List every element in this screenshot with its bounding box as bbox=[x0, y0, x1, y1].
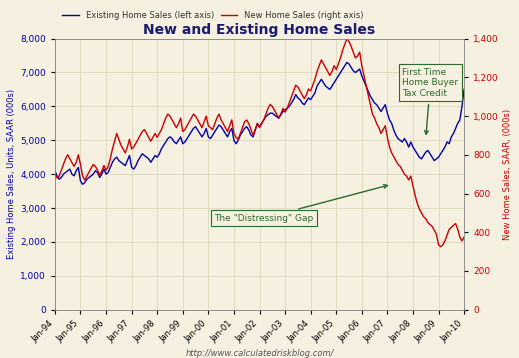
Existing Home Sales (left axis) bbox=[461, 87, 467, 92]
Existing Home Sales (left axis) bbox=[363, 84, 369, 88]
Text: The "Distressing" Gap: The "Distressing" Gap bbox=[214, 185, 388, 223]
New Home Sales (right axis) bbox=[461, 235, 467, 239]
Existing Home Sales (left axis) bbox=[308, 97, 314, 102]
Line: New Home Sales (right axis): New Home Sales (right axis) bbox=[55, 39, 464, 247]
Text: http://www.calculatedriskblog.com/: http://www.calculatedriskblog.com/ bbox=[185, 349, 334, 358]
Existing Home Sales (left axis) bbox=[79, 182, 86, 187]
New Home Sales (right axis) bbox=[305, 87, 311, 91]
Existing Home Sales (left axis) bbox=[203, 126, 209, 131]
Existing Home Sales (left axis) bbox=[361, 79, 367, 83]
Existing Home Sales (left axis) bbox=[344, 60, 350, 64]
Existing Home Sales (left axis) bbox=[218, 125, 224, 129]
Existing Home Sales (left axis) bbox=[52, 169, 58, 173]
Existing Home Sales (left axis) bbox=[150, 157, 156, 161]
Y-axis label: Existing Home Sales, Units, SAAR (000s): Existing Home Sales, Units, SAAR (000s) bbox=[7, 89, 16, 259]
Y-axis label: New Home Sales, SAAR, (000s): New Home Sales, SAAR, (000s) bbox=[503, 108, 512, 240]
Line: Existing Home Sales (left axis): Existing Home Sales (left axis) bbox=[55, 62, 464, 184]
New Home Sales (right axis) bbox=[52, 172, 58, 176]
New Home Sales (right axis) bbox=[361, 73, 367, 78]
Text: First Time
Home Buyer
Tax Credit: First Time Home Buyer Tax Credit bbox=[402, 68, 458, 134]
Legend: Existing Home Sales (left axis), New Home Sales (right axis): Existing Home Sales (left axis), New Hom… bbox=[59, 8, 367, 23]
New Home Sales (right axis) bbox=[344, 37, 350, 41]
New Home Sales (right axis) bbox=[216, 112, 222, 116]
New Home Sales (right axis) bbox=[438, 245, 444, 249]
New Home Sales (right axis) bbox=[359, 64, 365, 68]
New Home Sales (right axis) bbox=[148, 139, 154, 143]
Title: New and Existing Home Sales: New and Existing Home Sales bbox=[143, 23, 376, 38]
New Home Sales (right axis) bbox=[201, 120, 207, 124]
